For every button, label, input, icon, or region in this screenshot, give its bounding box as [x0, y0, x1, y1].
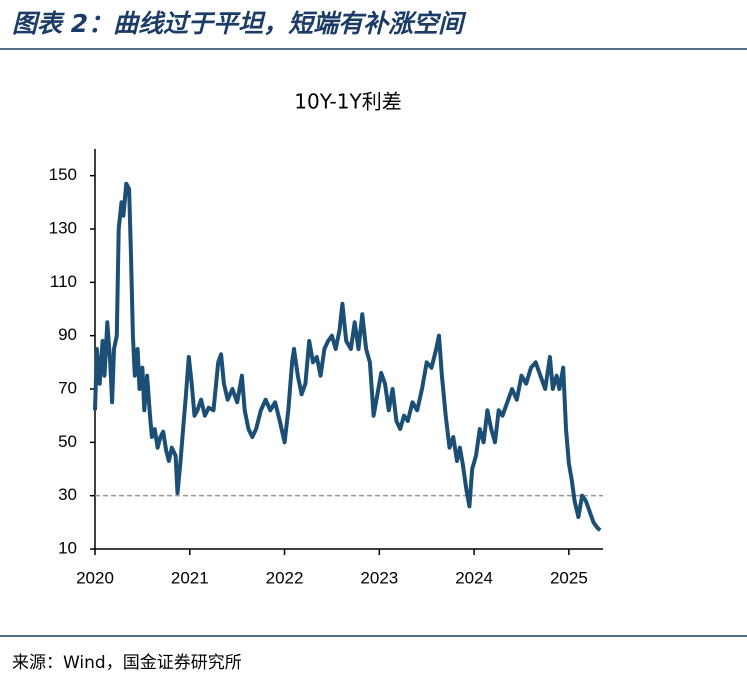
y-tick-label: 30	[58, 485, 77, 504]
y-tick-label: 70	[58, 378, 77, 397]
y-tick-label: 110	[50, 272, 77, 291]
y-tick-label: 130	[49, 218, 77, 237]
page-title: 图表 2：曲线过于平坦，短端有补涨空间	[12, 9, 467, 38]
x-tick-label: 2024	[455, 568, 493, 587]
y-tick-label: 10	[58, 538, 77, 557]
y-tick-label: 150	[49, 165, 77, 184]
data-line	[93, 181, 602, 532]
x-tick-label: 2021	[171, 568, 209, 587]
y-tick-label: 90	[58, 325, 77, 344]
source-note: 来源：Wind，国金证券研究所	[12, 653, 242, 673]
x-tick-label: 2025	[550, 568, 588, 587]
x-tick-label: 2022	[266, 568, 304, 587]
x-tick-label: 2020	[76, 568, 114, 587]
chart-title: 10Y-1Y利差	[294, 90, 401, 114]
x-tick-label: 2023	[360, 568, 398, 587]
y-tick-label: 50	[58, 432, 77, 451]
